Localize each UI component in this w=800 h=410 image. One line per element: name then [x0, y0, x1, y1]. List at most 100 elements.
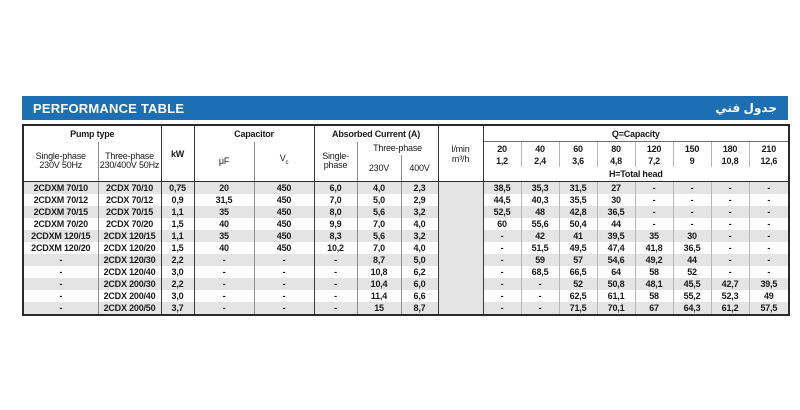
value-cell: -: [635, 206, 674, 218]
value-cell: 49,2: [635, 254, 674, 266]
value-cell: 31,5: [559, 181, 598, 194]
table-row: 2CDXM 70/10 2CDX 70/10 0,75 20 450 6,0 4,0 2,3 3…: [23, 181, 790, 315]
value-cell: 48,1: [635, 278, 674, 290]
three-phase-volt-label: 230/400V 50Hz: [99, 160, 160, 171]
value-cell: -: [254, 302, 315, 315]
three-phase-pump-header: Three-phase 230/400V 50Hz: [98, 141, 162, 182]
value-cell: 1,1: [161, 206, 195, 218]
value-cell: -: [673, 181, 712, 194]
value-cell: 4,0: [401, 242, 439, 254]
value-cell: 41: [559, 230, 598, 242]
value-cell: 39,5: [749, 278, 790, 290]
value-cell: 11,4: [357, 290, 402, 302]
uf-header: μF: [194, 141, 255, 182]
value-cell: 61,2: [711, 302, 750, 315]
value-cell: 42,8: [559, 206, 598, 218]
value-cell: 3,2: [401, 230, 439, 242]
value-cell: 1,5: [161, 242, 195, 254]
flow-lmin-label: l/min: [451, 143, 470, 154]
capacity-lmin-tick: 20: [483, 141, 522, 155]
value-cell: -: [711, 206, 750, 218]
value-cell: 66,5: [559, 266, 598, 278]
value-cell: -: [314, 278, 358, 290]
flow-column-spacer: [438, 181, 484, 315]
table-body: 2CDXM 70/10 2CDX 70/10 0,75 20 450 6,0 4,0 2,3 3…: [23, 181, 790, 315]
pump-model-cell: -: [23, 254, 99, 266]
value-cell: 59: [521, 254, 560, 266]
value-cell: -: [711, 266, 750, 278]
value-cell: -: [767, 219, 771, 229]
value-cell: -: [483, 242, 522, 254]
pump-model-cell: 2CDX 120/15: [98, 230, 162, 242]
value-cell: 31,5: [194, 194, 255, 206]
value-cell: 15: [357, 302, 402, 315]
value-cell: -: [711, 230, 750, 242]
value-cell: -: [749, 254, 790, 266]
value-cell: -: [711, 218, 750, 230]
value-cell: -: [521, 302, 560, 315]
pump-model-cell: 2CDXM 70/15: [23, 206, 99, 218]
value-cell: 58: [635, 290, 674, 302]
value-cell: -: [673, 218, 712, 230]
value-cell: -: [194, 278, 255, 290]
table-row: -2CDX 200/40 3,0- - -11,4 6,6- -62,5 61,1 58 55,…: [23, 290, 789, 302]
value-cell: -: [749, 181, 790, 194]
value-cell: 52,5: [483, 206, 522, 218]
table-row: 2CDXM 70/12 2CDX 70/12 0,9 31,5 450 7,0 5,0 2,9…: [23, 194, 789, 206]
single-phase-volt-label: 230V 50Hz: [39, 160, 83, 171]
table-row: -2CDX 200/30 2,2- - -10,4 6,0- -52 50,8 48,1 45,…: [23, 278, 790, 290]
value-cell: 36,5: [597, 206, 636, 218]
value-cell: 30: [597, 194, 636, 206]
pump-model-cell: 2CDX 70/20: [98, 218, 162, 230]
value-cell: 35,3: [521, 181, 560, 194]
value-cell: 1,5: [161, 218, 195, 230]
capacity-lmin-tick: 40: [521, 141, 560, 155]
value-cell: 2,2: [161, 278, 195, 290]
pump-model-cell: 2CDXM 120/15: [23, 230, 99, 242]
value-cell: 42: [521, 230, 560, 242]
value-cell: 6,0: [401, 278, 439, 290]
capacity-m3h-tick: 4,8: [597, 155, 636, 167]
capacity-lmin-tick: 210: [761, 143, 777, 154]
ac-three-phase-header: Three-phase: [357, 141, 439, 155]
value-cell: -: [635, 218, 674, 230]
value-cell: 67: [635, 302, 674, 315]
pump-model-cell: -: [23, 302, 99, 315]
vc-sub: c: [285, 160, 289, 167]
value-cell: 47,4: [597, 242, 636, 254]
pump-model-cell: 2CDX 120/20: [98, 242, 162, 254]
value-cell: 50,8: [597, 278, 636, 290]
value-cell: -: [483, 230, 522, 242]
value-cell: 2,2: [161, 254, 195, 266]
value-cell: -: [711, 242, 750, 254]
capacity-lmin-tick: 80: [597, 141, 636, 155]
table-row: 2CDXM 70/20 2CDX 70/20 1,5 40 450 9,9 7,0 4,0 60…: [23, 218, 789, 230]
value-cell: 1,1: [161, 230, 195, 242]
capacity-m3h-tick: 7,2: [635, 155, 674, 167]
ac-single-phase-header: Single- phase: [314, 141, 358, 182]
table-row: 2CDXM 70/15 2CDX 70/15 1,1 35 450 8,0 5,6 3,2 52…: [23, 206, 790, 218]
value-cell: 5,0: [401, 254, 439, 266]
value-cell: 40: [194, 218, 255, 230]
value-cell: 7,0: [314, 194, 358, 206]
table-row: -2CDX 200/50 3,7- - -15 8,7- -71,5 70,1 67 64,3 6…: [23, 302, 790, 315]
absorbed-current-header: Absorbed Current (A): [314, 125, 439, 142]
value-cell: -: [483, 302, 522, 315]
pump-model-cell: -: [23, 278, 99, 290]
capacity-lmin-tick: 150: [673, 141, 712, 155]
pump-model-cell: 2CDX 200/40: [98, 290, 162, 302]
value-cell: 60: [483, 218, 522, 230]
value-cell: -: [673, 206, 712, 218]
pump-model-cell: 2CDXM 70/20: [23, 218, 99, 230]
capacity-m3h-tick: 2,4: [521, 155, 560, 167]
value-cell: -: [314, 290, 358, 302]
value-cell: -: [194, 290, 255, 302]
value-cell: 58: [635, 266, 674, 278]
value-cell: 44,5: [483, 194, 522, 206]
value-cell: 8,0: [314, 206, 358, 218]
capacity-m3h-tick: 3,6: [559, 155, 598, 167]
value-cell: -: [254, 254, 315, 266]
capacity-m3h-tick: 10,8: [711, 155, 750, 167]
value-cell: 0,9: [161, 194, 195, 206]
page-title: PERFORMANCE TABLE: [33, 100, 185, 116]
